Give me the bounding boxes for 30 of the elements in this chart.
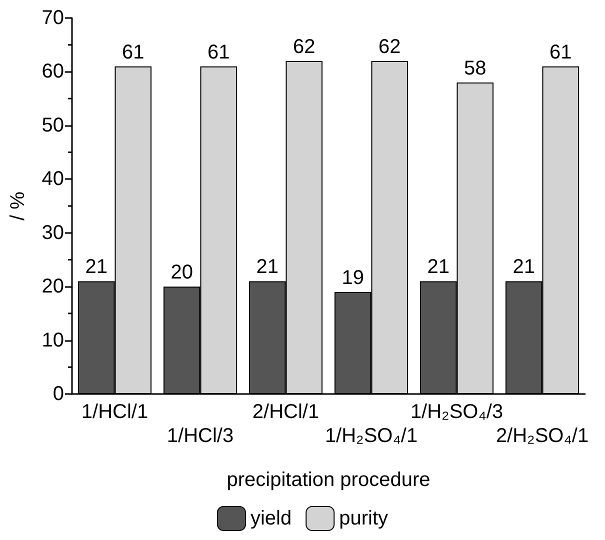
y-tick-label: 70 <box>42 7 64 29</box>
data-label: 20 <box>170 262 193 284</box>
data-label: 21 <box>256 256 278 278</box>
y-tick-label: 40 <box>42 168 64 190</box>
y-axis-title: / % <box>7 191 29 220</box>
data-label: 21 <box>512 256 535 278</box>
legend-label: yield <box>250 508 292 530</box>
data-label: 61 <box>208 41 230 64</box>
y-tick-label: 50 <box>42 114 64 136</box>
x-axis-title: precipitation procedure <box>226 469 430 491</box>
data-label: 19 <box>342 266 364 289</box>
x-tick-label: 1/HCl/1 <box>81 401 148 423</box>
data-label: 62 <box>378 36 401 58</box>
y-tick-label: 30 <box>42 222 64 244</box>
data-label: 21 <box>85 256 108 278</box>
x-tick-label: 1/H₂SO₄/1 <box>324 425 418 447</box>
x-tick-label: 1/H₂SO₄/3 <box>410 401 504 423</box>
x-tick-label: 2/HCl/1 <box>252 401 320 423</box>
x-tick-label: 1/HCl/3 <box>166 425 234 447</box>
data-label: 61 <box>122 41 144 64</box>
x-tick-label: 2/H₂SO₄/1 <box>496 425 589 447</box>
data-label: 61 <box>550 41 572 64</box>
y-tick-label: 20 <box>42 276 64 298</box>
data-label: 58 <box>464 57 486 80</box>
y-tick-label: 0 <box>52 383 64 405</box>
legend-label: purity <box>339 508 388 530</box>
data-label: 21 <box>427 256 450 278</box>
data-label: 62 <box>293 36 316 58</box>
y-tick-label: 60 <box>42 60 64 83</box>
y-tick-label: 10 <box>42 329 64 352</box>
